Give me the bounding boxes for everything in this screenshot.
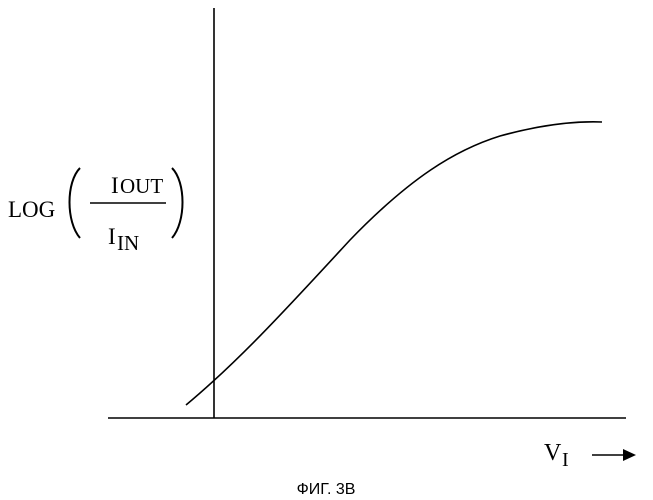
x-axis-label: V I: [544, 440, 636, 471]
x-axis-label-sub-i: I: [562, 449, 569, 471]
numerator-i: I: [111, 173, 119, 198]
denominator-sub-in: IN: [117, 231, 139, 255]
x-axis-label-v: V: [544, 440, 562, 466]
arrow-head-icon: [623, 449, 636, 461]
y-axis-label: LOG I OUT I IN: [8, 168, 183, 255]
numerator-sub-out: OUT: [120, 174, 163, 198]
denominator-i: I: [108, 224, 116, 249]
figure-caption: ФИГ. 3В: [297, 481, 356, 498]
left-paren: [70, 168, 81, 238]
transfer-curve: [186, 122, 602, 405]
y-axis-label-log: LOG: [8, 197, 55, 222]
right-paren: [172, 168, 183, 238]
